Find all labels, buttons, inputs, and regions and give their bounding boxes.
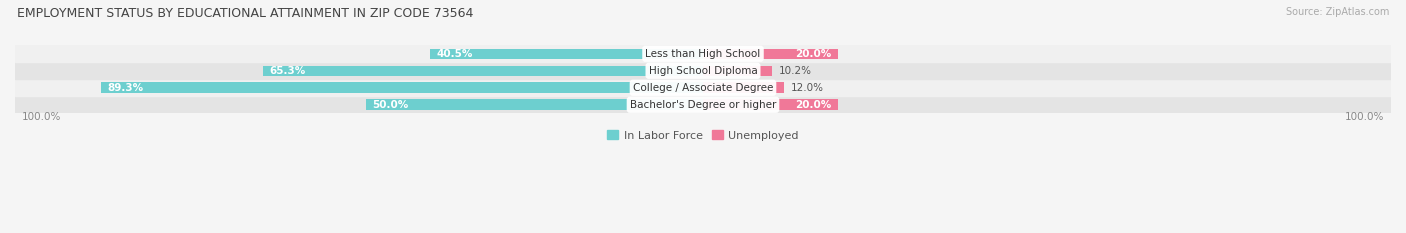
Bar xyxy=(101,82,703,93)
Bar xyxy=(15,96,1391,113)
Text: High School Diploma: High School Diploma xyxy=(648,66,758,76)
Bar xyxy=(703,99,838,110)
Bar xyxy=(703,48,838,59)
Text: 100.0%: 100.0% xyxy=(1346,112,1385,122)
Text: 12.0%: 12.0% xyxy=(790,83,824,93)
Bar xyxy=(15,79,1391,96)
Text: EMPLOYMENT STATUS BY EDUCATIONAL ATTAINMENT IN ZIP CODE 73564: EMPLOYMENT STATUS BY EDUCATIONAL ATTAINM… xyxy=(17,7,474,20)
Text: 20.0%: 20.0% xyxy=(794,100,831,110)
Text: 100.0%: 100.0% xyxy=(21,112,60,122)
Text: 40.5%: 40.5% xyxy=(437,49,472,59)
Text: Less than High School: Less than High School xyxy=(645,49,761,59)
Bar xyxy=(263,65,703,76)
Text: Bachelor's Degree or higher: Bachelor's Degree or higher xyxy=(630,100,776,110)
Legend: In Labor Force, Unemployed: In Labor Force, Unemployed xyxy=(603,126,803,145)
Text: 89.3%: 89.3% xyxy=(107,83,143,93)
Bar xyxy=(703,82,785,93)
Text: College / Associate Degree: College / Associate Degree xyxy=(633,83,773,93)
Bar xyxy=(703,65,772,76)
Text: 65.3%: 65.3% xyxy=(270,66,305,76)
Bar xyxy=(430,48,703,59)
Text: 20.0%: 20.0% xyxy=(794,49,831,59)
Bar xyxy=(15,62,1391,79)
Text: 10.2%: 10.2% xyxy=(779,66,811,76)
Text: Source: ZipAtlas.com: Source: ZipAtlas.com xyxy=(1285,7,1389,17)
Text: 50.0%: 50.0% xyxy=(373,100,409,110)
Bar xyxy=(15,45,1391,62)
Bar xyxy=(366,99,703,110)
